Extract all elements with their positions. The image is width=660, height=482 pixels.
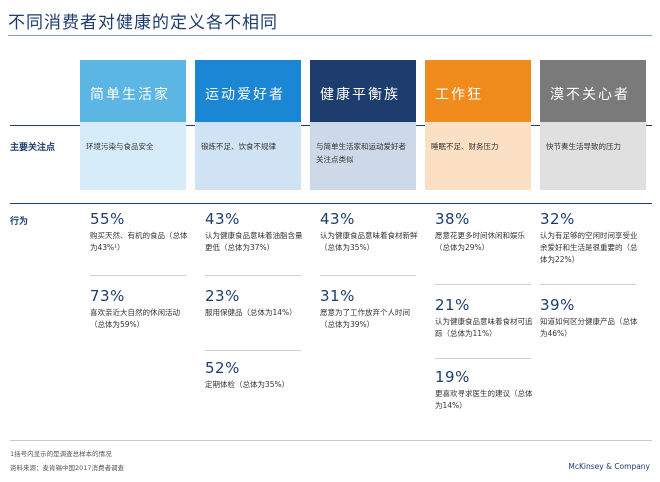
footer-divider xyxy=(10,440,652,441)
segment-header-sports-lover: 运动爱好者 xyxy=(195,60,301,122)
focus-cell-indifferent: 快节奏生活导致的压力 xyxy=(540,122,646,190)
stat-percent: 32% xyxy=(540,210,575,228)
stat-separator xyxy=(435,358,531,359)
stat-description: 购买天然、有机的食品（总体为43%¹） xyxy=(90,231,188,252)
stat-separator xyxy=(320,275,416,276)
behavior-row-top-rule xyxy=(10,203,652,204)
focus-cell-sports-lover: 锻炼不足、饮食不规律 xyxy=(195,122,301,190)
stat-description: 认为健康食品意味着食材新鲜（总体为35%） xyxy=(320,231,418,252)
stat-sports-lover-1: 43% 认为健康食品意味着油脂含量更低（总体为37%） xyxy=(205,210,311,254)
stat-simple-lifer-2: 73% 喜欢亲近大自然的休闲活动（总体为59%） xyxy=(90,287,196,331)
stat-description: 认为健康食品意味着食材可追踪（总体为11%） xyxy=(435,317,533,338)
stat-description: 定期体检（总体为35%） xyxy=(205,380,290,389)
brand-logo-text: McKinsey & Company xyxy=(568,462,650,471)
stat-percent: 43% xyxy=(320,210,355,228)
stat-description: 更喜欢寻求医生的建议（总体为14%） xyxy=(435,389,533,410)
stat-percent: 55% xyxy=(90,210,125,228)
stat-description: 喜欢亲近大自然的休闲活动（总体为59%） xyxy=(90,308,180,329)
stat-percent: 21% xyxy=(435,296,470,314)
stat-health-balancer-2: 31% 愿意为了工作放弃个人时间（总体为39%） xyxy=(320,287,426,331)
stat-workaholic-2: 21% 认为健康食品意味着食材可追踪（总体为11%） xyxy=(435,296,541,340)
segment-header-workaholic: 工作狂 xyxy=(425,60,531,122)
segment-header-health-balancer: 健康平衡族 xyxy=(310,60,416,122)
footnote: 1括号内显示的是调查总样本的情况 xyxy=(10,450,112,458)
title-divider xyxy=(8,35,652,36)
stat-description: 服用保健品（总体为14%） xyxy=(205,308,297,317)
stat-simple-lifer-1: 55% 购买天然、有机的食品（总体为43%¹） xyxy=(90,210,196,254)
stat-percent: 23% xyxy=(205,287,240,305)
stat-percent: 39% xyxy=(540,296,575,314)
stat-separator xyxy=(205,350,301,351)
stat-separator xyxy=(540,284,636,285)
source-note: 资料来源：麦肯锡中国2017消费者调查 xyxy=(10,464,125,472)
segment-header-indifferent: 漠不关心者 xyxy=(540,60,646,122)
stat-percent: 19% xyxy=(435,368,470,386)
segment-header-simple-lifer: 简单生活家 xyxy=(80,60,186,122)
stat-health-balancer-1: 43% 认为健康食品意味着食材新鲜（总体为35%） xyxy=(320,210,426,254)
stat-indifferent-2: 39% 知道如何区分健康产品（总体为46%） xyxy=(540,296,646,340)
stat-separator xyxy=(205,275,301,276)
stat-percent: 73% xyxy=(90,287,125,305)
stat-description: 愿意为了工作放弃个人时间（总体为39%） xyxy=(320,308,410,329)
focus-cell-workaholic: 睡眠不足、财务压力 xyxy=(425,122,531,190)
stat-sports-lover-3: 52% 定期体检（总体为35%） xyxy=(205,359,311,391)
behavior-row-label: 行为 xyxy=(10,217,29,227)
stat-percent: 38% xyxy=(435,210,470,228)
focus-row-label: 主要关注点 xyxy=(10,143,56,153)
stat-description: 认为有足够的空闲时间享受业余爱好和生活是很重要的（总体为22%） xyxy=(540,231,638,264)
stat-workaholic-1: 38% 愿意花更多时间休闲和娱乐（总体为29%） xyxy=(435,210,541,254)
stat-indifferent-1: 32% 认为有足够的空闲时间享受业余爱好和生活是很重要的（总体为22%） xyxy=(540,210,646,266)
stat-description: 知道如何区分健康产品（总体为46%） xyxy=(540,317,638,338)
stat-percent: 43% xyxy=(205,210,240,228)
page-title: 不同消费者对健康的定义各不相同 xyxy=(8,13,278,33)
stat-workaholic-3: 19% 更喜欢寻求医生的建议（总体为14%） xyxy=(435,368,541,412)
focus-cell-simple-lifer: 环境污染与食品安全 xyxy=(80,122,186,190)
stat-sports-lover-2: 23% 服用保健品（总体为14%） xyxy=(205,287,311,319)
stat-separator xyxy=(90,275,186,276)
stat-separator xyxy=(435,284,531,285)
stat-percent: 52% xyxy=(205,359,240,377)
stat-percent: 31% xyxy=(320,287,355,305)
stat-description: 认为健康食品意味着油脂含量更低（总体为37%） xyxy=(205,231,303,252)
stat-description: 愿意花更多时间休闲和娱乐（总体为29%） xyxy=(435,231,525,252)
focus-cell-health-balancer: 与简单生活家和运动爱好者关注点类似 xyxy=(310,122,416,190)
